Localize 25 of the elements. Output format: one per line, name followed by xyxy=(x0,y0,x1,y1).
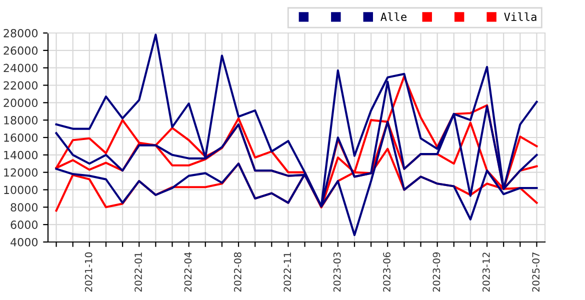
y-tick-label: 22000 xyxy=(4,81,38,90)
y-tick-label: 26000 xyxy=(4,46,38,55)
y-tick-label: 12000 xyxy=(4,168,38,177)
y-tick-label: 20000 xyxy=(4,98,38,108)
legend-label: Villa xyxy=(504,12,536,21)
y-tick-label: 18000 xyxy=(4,116,38,124)
y-tick-label: 28000 xyxy=(4,28,38,38)
x-tick-label: 2025-07 xyxy=(532,252,540,292)
x-tick-label: 2022-11 xyxy=(284,252,292,292)
x-tick-label: 2022-04 xyxy=(184,252,192,292)
x-tick-label: 2023-06 xyxy=(383,252,390,292)
x-tick-label: 2023-09 xyxy=(432,252,440,292)
y-tick-label: 16000 xyxy=(4,133,38,142)
x-tick-label: 2023-12 xyxy=(482,252,490,292)
y-tick-label: 10000 xyxy=(4,186,38,194)
y-tick-label: 4000 xyxy=(10,238,38,246)
y-tick-label: 14000 xyxy=(4,150,38,160)
x-tick-label: 2023-03 xyxy=(333,252,341,292)
y-tick-label: 24000 xyxy=(4,64,38,72)
y-tick-label: 8000 xyxy=(10,203,38,212)
x-tick-label: 2021-10 xyxy=(84,252,92,292)
x-tick-label: 2022-01 xyxy=(134,252,142,292)
x-tick-label: 2022-08 xyxy=(234,252,242,292)
y-tick-label: 6000 xyxy=(10,220,38,229)
legend-label: Alle xyxy=(380,12,406,21)
